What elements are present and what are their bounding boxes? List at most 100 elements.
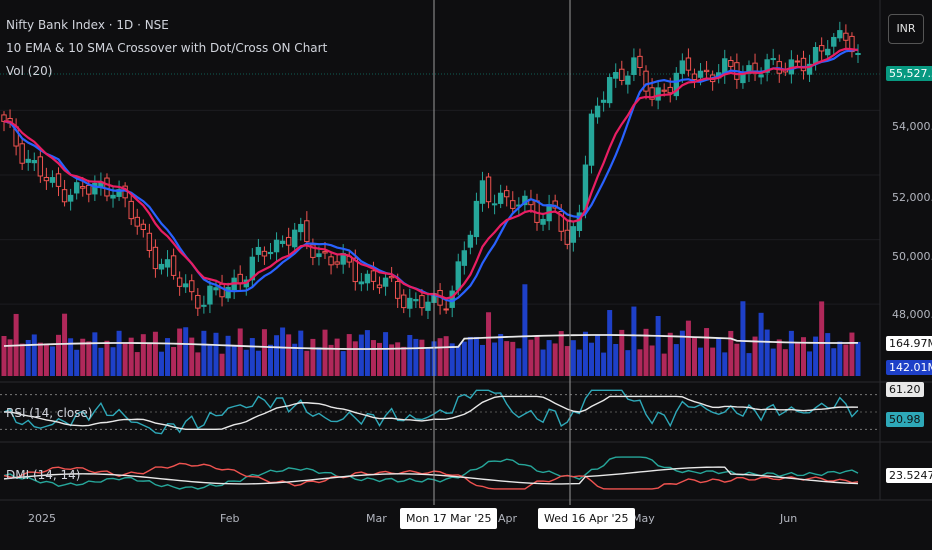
dmi-title[interactable]: DMI (14, 14) xyxy=(6,468,81,482)
volume-bar xyxy=(498,333,504,376)
volume-bar xyxy=(213,332,219,376)
volume-bar xyxy=(800,337,806,376)
volume-bar xyxy=(280,327,286,376)
candle-body xyxy=(116,189,122,197)
candle-body xyxy=(292,229,298,248)
candle-body xyxy=(794,60,801,63)
volume-bar xyxy=(710,347,716,376)
volume-bar xyxy=(722,352,728,376)
candle-body xyxy=(600,99,607,103)
volume-bar xyxy=(389,344,395,376)
price-tick: 52,000.00 xyxy=(892,191,932,204)
candle-body xyxy=(298,223,304,233)
price-tick: 50,000.00 xyxy=(892,250,932,263)
dmi-minus-line xyxy=(3,462,859,490)
volume-bar xyxy=(19,343,25,376)
volume-ma-line xyxy=(3,334,859,350)
volume-bar xyxy=(691,337,697,376)
candle-body xyxy=(364,273,371,284)
candle-body xyxy=(49,177,56,183)
candle-body xyxy=(73,182,80,194)
volume-bar xyxy=(237,328,243,376)
candle-body xyxy=(104,177,110,197)
volume-bar xyxy=(813,336,819,376)
rsi-title[interactable]: RSI (14, close) xyxy=(6,406,93,420)
volume-bar xyxy=(486,312,492,376)
last-price-badge: 55,527.35 xyxy=(886,66,932,81)
time-label-2025: 2025 xyxy=(28,512,56,525)
volume-bar xyxy=(267,344,273,376)
volume-bar xyxy=(595,335,601,376)
candle-body xyxy=(261,250,268,257)
volume-bar xyxy=(698,347,704,376)
volume-bar xyxy=(788,330,794,376)
volume-bar xyxy=(570,340,576,376)
time-label-mar: Mar xyxy=(366,512,387,525)
candle-body xyxy=(394,281,401,299)
volume-title[interactable]: Vol (20) xyxy=(6,64,53,78)
volume-bar xyxy=(843,344,849,376)
candle-body xyxy=(207,285,213,305)
candle-body xyxy=(55,173,62,187)
volume-bar xyxy=(316,347,322,376)
volume-bar xyxy=(140,334,146,376)
volume-bar xyxy=(449,343,455,376)
volume-bar xyxy=(249,338,255,376)
candle-body xyxy=(479,180,486,204)
volume-bar xyxy=(37,342,43,376)
volume-ma-badge: 164.97M xyxy=(886,336,932,351)
candle-body xyxy=(352,257,358,283)
candle-body xyxy=(201,304,207,307)
volume-bar xyxy=(104,340,110,376)
candle-body xyxy=(631,57,637,75)
currency-button[interactable]: INR xyxy=(888,14,924,44)
volume-bar xyxy=(165,338,171,376)
candle-body xyxy=(170,255,177,276)
candle-body xyxy=(128,200,134,220)
volume-bar xyxy=(43,343,49,376)
candle-body xyxy=(140,223,147,231)
candle-body xyxy=(679,60,686,74)
candle-body xyxy=(540,218,546,225)
candle-body xyxy=(625,75,631,85)
volume-bar xyxy=(207,344,213,376)
volume-bar xyxy=(377,342,383,376)
volume-bar xyxy=(461,341,467,376)
symbol-title[interactable]: Nifty Bank Index · 1D · NSE xyxy=(6,18,169,32)
volume-bar xyxy=(467,336,473,376)
volume-bar xyxy=(504,341,510,376)
volume-bar xyxy=(655,316,661,376)
candle-body xyxy=(837,30,843,39)
candle-body xyxy=(279,240,286,244)
volume-bar xyxy=(328,344,334,376)
volume-bar xyxy=(80,338,86,376)
volume-bar xyxy=(177,328,183,376)
volume-bar xyxy=(292,343,298,376)
candle-body xyxy=(31,160,37,164)
indicator-title[interactable]: 10 EMA & 10 SMA Crossover with Dot/Cross… xyxy=(6,41,328,55)
volume-bar xyxy=(516,348,522,376)
volume-bar xyxy=(849,332,855,376)
candle-body xyxy=(267,251,274,255)
moving-average-lines xyxy=(3,47,859,303)
volume-bar xyxy=(807,351,813,376)
volume-bar xyxy=(383,332,389,376)
candle-body xyxy=(304,220,310,243)
volume-bar xyxy=(794,342,800,376)
volume-bar xyxy=(134,352,140,376)
candle-body xyxy=(558,211,564,232)
volume-bar xyxy=(661,353,667,376)
volume-pane xyxy=(1,284,861,376)
candle-body xyxy=(570,226,577,243)
candle-body xyxy=(213,287,219,291)
ema-10-line xyxy=(3,47,859,300)
volume-bar xyxy=(837,341,843,376)
volume-bar xyxy=(776,339,782,376)
crosshair-lines xyxy=(433,0,571,505)
candle-body xyxy=(61,189,68,203)
volume-bar xyxy=(152,331,158,376)
volume-bar xyxy=(31,334,37,376)
chart-grid xyxy=(0,0,932,501)
candle-body xyxy=(606,77,613,104)
